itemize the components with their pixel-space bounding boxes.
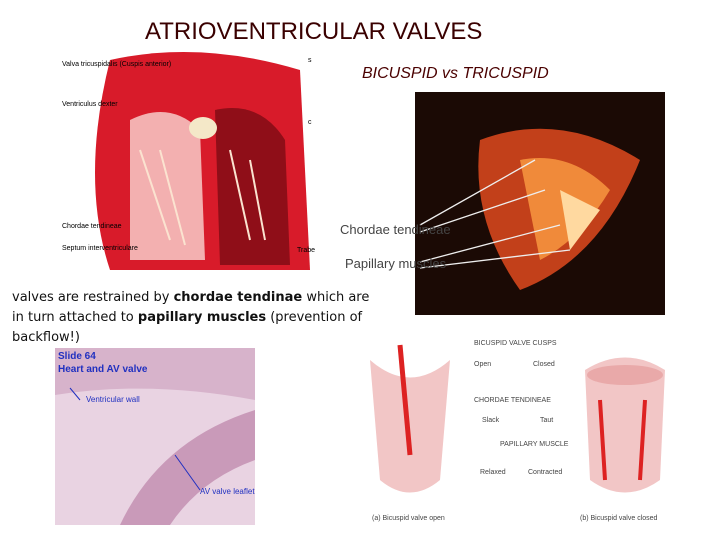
- slide-label: Ventricular wall: [86, 395, 140, 404]
- text: valves are restrained by: [12, 290, 174, 305]
- heart-label: Valva tricuspidalis (Cuspis anterior): [62, 61, 171, 68]
- heart-label: c: [308, 119, 312, 126]
- diagram-caption: (b) Bicuspid valve closed: [580, 515, 658, 522]
- heart-image: Valva tricuspidalis (Cuspis anterior) Ve…: [58, 52, 315, 272]
- diagram-label: Taut: [540, 417, 553, 424]
- heart-label: s: [308, 57, 312, 64]
- diagram-label: Relaxed: [480, 469, 506, 476]
- diagram-label: Slack: [482, 417, 500, 424]
- slide-label: Slide 64: [58, 351, 96, 362]
- slide-label: AV valve leaflet: [200, 487, 255, 496]
- heart-label: Trabe: [297, 247, 315, 254]
- diagram-label: Open: [474, 361, 491, 368]
- heart-label: Chordae tendineae: [62, 223, 122, 230]
- text: which are in turn attached to: [12, 290, 370, 325]
- photo-label: Chordae tendineae: [340, 222, 451, 237]
- diagram-heading: BICUSPID VALVE CUSPS: [474, 340, 557, 347]
- diagram-label: CHORDAE TENDINEAE: [474, 397, 551, 404]
- slide-subtitle: BICUSPID vs TRICUSPID: [362, 65, 549, 82]
- heart-label: Septum interventriculare: [62, 245, 138, 252]
- diagram-label: Closed: [533, 361, 555, 368]
- slide-label: Heart and AV valve: [58, 364, 148, 375]
- valve-photo: Chordae tendineae Papillary muscles: [340, 92, 665, 315]
- diagram-caption: (a) Bicuspid valve open: [372, 515, 445, 522]
- heart-label: Ventriculus dexter: [62, 101, 118, 108]
- key-term: chordae tendinae: [173, 290, 303, 305]
- diagram-label: PAPILLARY MUSCLE: [500, 441, 569, 448]
- valve-diagram: BICUSPID VALVE CUSPS Open Closed CHORDAE…: [370, 340, 665, 522]
- body-text: valves are restrained by chordae tendina…: [12, 288, 382, 348]
- slide-title: ATRIOVENTRICULAR VALVES: [145, 18, 483, 45]
- diagram-label: Contracted: [528, 469, 562, 476]
- photo-label: Papillary muscles: [345, 256, 447, 271]
- key-term: papillary muscles: [137, 310, 267, 325]
- histology-image: Slide 64 Heart and AV valve Ventricular …: [55, 348, 255, 525]
- text: (prevention of backflow!): [12, 310, 363, 345]
